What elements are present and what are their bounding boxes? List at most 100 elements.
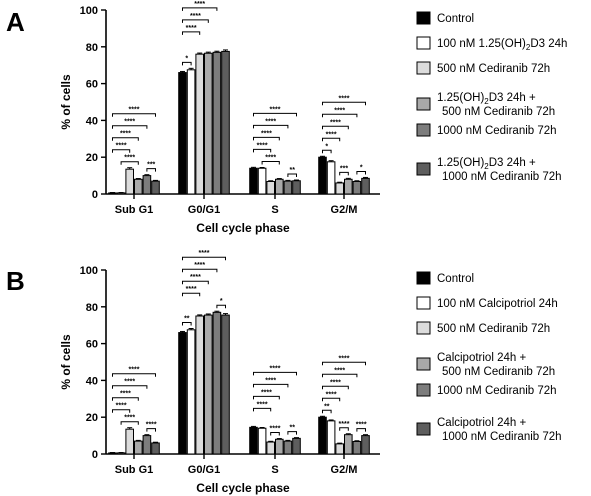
legend-text-part: D3 24h + xyxy=(489,92,536,104)
significance-bracket xyxy=(112,113,156,117)
bar xyxy=(125,428,135,455)
significance-label: **** xyxy=(257,401,268,408)
bar xyxy=(249,167,258,195)
significance-bracket xyxy=(322,409,332,414)
significance-bracket xyxy=(112,397,139,401)
significance-label: *** xyxy=(340,165,348,172)
significance-bracket xyxy=(356,428,366,432)
bar xyxy=(344,178,353,195)
y-tick-label: 40 xyxy=(86,375,98,387)
significance-label: **** xyxy=(356,422,367,429)
bar xyxy=(204,314,213,455)
significance-bracket xyxy=(253,112,297,117)
y-tick-label: 100 xyxy=(80,265,98,277)
y-axis-label: % of cells xyxy=(59,334,73,390)
panel-label: A xyxy=(6,7,25,37)
legend-swatch xyxy=(416,97,431,111)
significance-bracket xyxy=(182,322,192,326)
significance-label: **** xyxy=(120,131,131,138)
y-tick-label: 0 xyxy=(92,189,98,201)
significance-label: **** xyxy=(265,118,276,125)
significance-label: **** xyxy=(124,415,135,422)
legend-label: Control xyxy=(437,273,474,285)
bar xyxy=(257,427,267,455)
bar xyxy=(134,440,143,455)
significance-label: **** xyxy=(124,119,135,126)
significance-bracket xyxy=(261,161,280,165)
significance-label: **** xyxy=(124,155,135,162)
significance-bracket xyxy=(182,268,218,273)
bar xyxy=(266,441,275,455)
chart-panel-A: A 0 20 40 60 80 100 % of cells Sub G1 G0/G1 S G2/M C… xyxy=(6,1,567,235)
significance-label: * xyxy=(360,164,363,171)
bar xyxy=(352,440,362,455)
significance-bracket xyxy=(182,61,192,66)
legend-text-part: 2 xyxy=(484,162,489,171)
bar xyxy=(266,180,275,195)
legend-label: 1000 nM Cediranib 72h xyxy=(437,125,557,137)
bar xyxy=(335,182,344,195)
bar xyxy=(344,434,353,455)
significance-bracket xyxy=(339,171,349,176)
significance-label: **** xyxy=(330,119,341,126)
significance-bracket xyxy=(182,7,218,11)
legend-text-part: Calcipotriol 24h + xyxy=(437,352,526,364)
legend-text-part: 1000 nM Cediranib 72h xyxy=(442,171,562,183)
x-tick-label: G0/G1 xyxy=(188,464,220,476)
significance-bracket xyxy=(253,371,297,376)
legend-label: 1000 nM Cediranib 72h xyxy=(437,385,557,397)
legend-swatch xyxy=(416,321,431,335)
significance-bracket xyxy=(182,256,226,261)
x-tick-label: G0/G1 xyxy=(188,204,220,216)
x-axis-label: Cell cycle phase xyxy=(196,221,290,235)
significance-bracket xyxy=(112,385,148,389)
significance-label: **** xyxy=(116,403,127,410)
significance-label: **** xyxy=(339,95,350,102)
legend-label: 1.25(OH)2D3 24h + 1000 nM Cediranib 72h xyxy=(437,157,562,183)
significance-bracket xyxy=(253,136,280,141)
bar xyxy=(151,180,160,195)
significance-bracket xyxy=(322,125,349,130)
legend-text-part: 500 nM Cediranib 72h xyxy=(442,106,555,118)
significance-label: *** xyxy=(147,162,155,169)
significance-bracket xyxy=(253,407,272,412)
significance-label: **** xyxy=(120,391,131,398)
significance-bracket xyxy=(356,170,366,175)
significance-label: **** xyxy=(334,107,345,114)
significance-bracket xyxy=(322,137,341,142)
legend-text-part: 500 nM Cediranib 72h xyxy=(437,323,550,335)
x-tick-label: G2/M xyxy=(331,204,358,216)
significance-bracket xyxy=(216,304,226,309)
legend-label: 100 nM 1.25(OH)2D3 24h xyxy=(437,38,567,52)
bar xyxy=(125,168,135,195)
significance-label: **** xyxy=(116,143,127,150)
legend-text-part: 1.25(OH) xyxy=(437,157,484,169)
significance-label: **** xyxy=(261,389,272,396)
significance-bracket xyxy=(112,137,139,141)
bar xyxy=(142,175,152,195)
legend-text-part: D3 24h + xyxy=(489,157,536,169)
bar xyxy=(352,180,362,195)
significance-bracket xyxy=(322,385,349,390)
bar xyxy=(204,52,213,195)
significance-bracket xyxy=(322,397,341,402)
significance-bracket xyxy=(322,361,366,366)
bar xyxy=(221,314,230,455)
significance-bracket xyxy=(287,431,297,435)
significance-label: **** xyxy=(334,367,345,374)
legend-swatch xyxy=(416,422,431,436)
significance-bracket xyxy=(253,124,289,129)
bar xyxy=(195,315,204,455)
y-tick-label: 20 xyxy=(86,412,98,424)
legend-label: 1.25(OH)2D3 24h + 500 nM Cediranib 72h xyxy=(437,92,555,118)
significance-bracket xyxy=(339,427,349,431)
significance-label: **** xyxy=(339,421,350,428)
legend-text-part: 500 nM Cediranib 72h xyxy=(437,63,550,75)
bar xyxy=(142,435,152,455)
significance-bracket xyxy=(182,292,201,297)
significance-label: ** xyxy=(324,403,330,410)
bar xyxy=(186,69,196,195)
significance-bracket xyxy=(120,161,139,165)
y-tick-label: 60 xyxy=(86,339,98,351)
bar xyxy=(108,192,117,195)
